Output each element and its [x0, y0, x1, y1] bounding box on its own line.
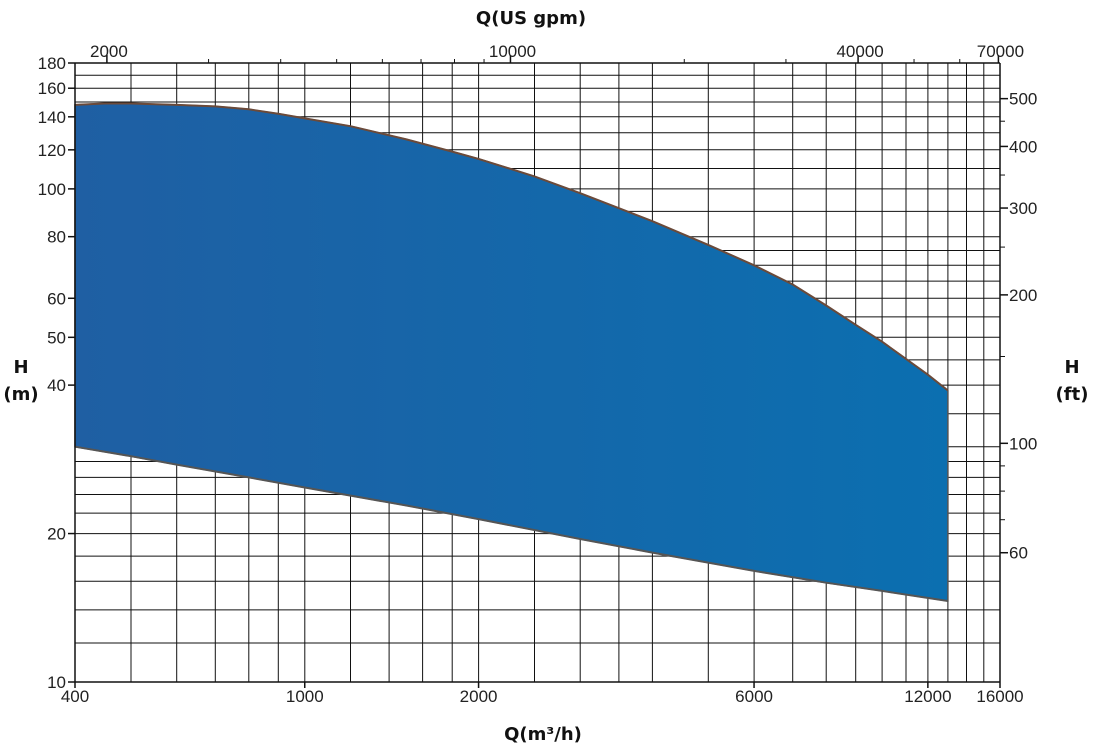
y2-tick-label: 200	[1009, 286, 1037, 305]
y-tick-label: 20	[47, 525, 66, 544]
y-tick-label: 40	[47, 376, 66, 395]
y2-axis-title-line1: H	[1064, 357, 1079, 378]
y-tick-label: 100	[38, 180, 66, 199]
x-tick-label: 12000	[904, 687, 951, 706]
y2-tick-label: 300	[1009, 199, 1037, 218]
x-axis-title: Q(m³/h)	[504, 724, 582, 745]
x-tick-label: 400	[61, 687, 89, 706]
y-axis-title-line1: H	[13, 357, 28, 378]
x2-tick-label: 40000	[836, 42, 883, 61]
x-tick-label: 2000	[460, 687, 498, 706]
y-tick-label: 180	[38, 54, 66, 73]
y-tick-label: 10	[47, 673, 66, 692]
y-tick-label: 60	[47, 289, 66, 308]
y-tick-label: 50	[47, 328, 66, 347]
x2-tick-label: 70000	[977, 42, 1024, 61]
y2-tick-label: 400	[1009, 137, 1037, 156]
x2-tick-label: 10000	[489, 42, 536, 61]
tick-labels: 400 1000 2000 6000 12000 16000 2000 10000 40000 7…	[38, 42, 1038, 706]
upper-boundary-line	[74, 102, 949, 392]
x-tick-label: 6000	[735, 687, 773, 706]
y-tick-label: 140	[38, 108, 66, 127]
y-axis-title-line2: (m)	[3, 384, 38, 405]
x2-axis-title: Q(US gpm)	[476, 8, 586, 29]
x-tick-label: 1000	[286, 687, 324, 706]
plot-frame	[74, 62, 1001, 683]
y2-tick-label: 60	[1009, 544, 1028, 563]
lower-boundary-line	[74, 445, 949, 602]
y2-axis-title-line2: (ft)	[1056, 384, 1089, 405]
operating-range-area	[74, 102, 949, 602]
y-tick-label: 160	[38, 79, 66, 98]
y2-tick-label: 100	[1009, 434, 1037, 453]
y-tick-label: 80	[47, 228, 66, 247]
x-tick-label: 16000	[976, 687, 1023, 706]
y-tick-label: 120	[38, 141, 66, 160]
y2-tick-label: 500	[1009, 90, 1037, 109]
x2-tick-label: 2000	[90, 42, 128, 61]
